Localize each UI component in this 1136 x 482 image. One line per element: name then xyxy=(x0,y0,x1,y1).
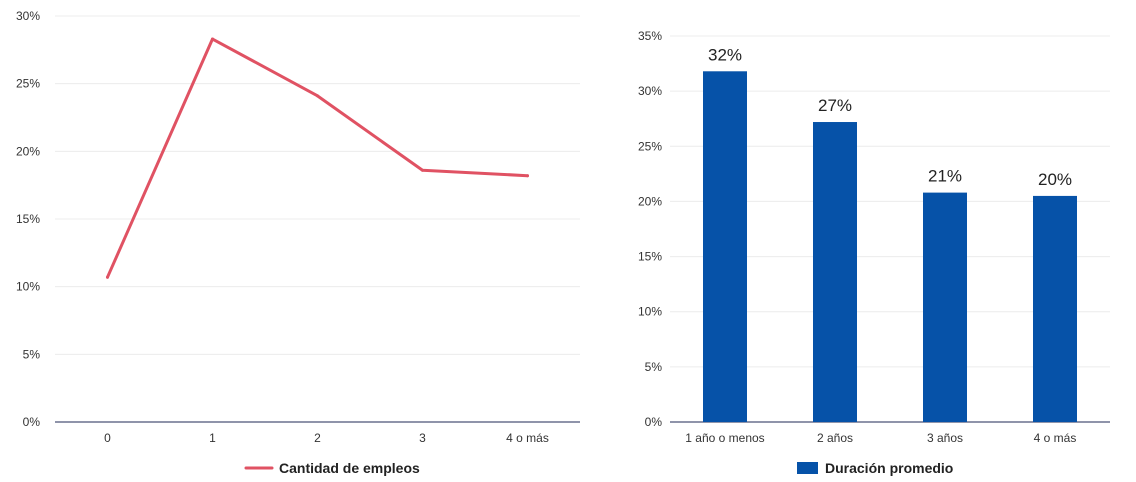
bar xyxy=(1033,195,1077,422)
bar-data-label: 27% xyxy=(818,96,852,115)
bar-data-label: 21% xyxy=(928,167,962,186)
x-tick-label: 3 xyxy=(419,431,426,445)
y-tick-label: 25% xyxy=(638,139,662,153)
bar-data-label: 32% xyxy=(708,45,742,64)
y-tick-label: 5% xyxy=(645,360,663,374)
y-tick-label: 10% xyxy=(16,280,40,294)
bar xyxy=(703,71,747,422)
x-tick-label: 4 o más xyxy=(1034,431,1077,445)
y-tick-label: 10% xyxy=(638,305,662,319)
y-tick-label: 0% xyxy=(23,415,41,429)
legend-swatch xyxy=(797,462,818,474)
data-point xyxy=(316,94,319,98)
data-point xyxy=(421,168,424,172)
y-tick-label: 15% xyxy=(638,250,662,264)
x-tick-label: 4 o más xyxy=(506,431,549,445)
series-line xyxy=(106,37,529,279)
x-tick-label: 1 xyxy=(209,431,216,445)
bar xyxy=(813,122,857,422)
x-tick-label: 3 años xyxy=(927,431,963,445)
x-tick-label: 2 años xyxy=(817,431,853,445)
y-tick-label: 30% xyxy=(638,84,662,98)
y-tick-label: 15% xyxy=(16,212,40,226)
bar-chart: 0% 5% 10% 15% 20% 25% 30% 35% 32% 1 año o menos 27… xyxy=(638,29,1110,476)
data-point xyxy=(106,275,109,279)
x-tick-label: 2 xyxy=(314,431,321,445)
x-tick-label: 1 año o menos xyxy=(685,431,764,445)
bar xyxy=(923,192,967,422)
data-point xyxy=(211,37,214,41)
y-tick-label: 30% xyxy=(16,9,40,23)
y-tick-label: 20% xyxy=(638,194,662,208)
x-tick-label: 0 xyxy=(104,431,111,445)
y-tick-label: 25% xyxy=(16,77,40,91)
bar-data-label: 20% xyxy=(1038,170,1072,189)
legend-label: Cantidad de empleos xyxy=(279,460,420,476)
legend-label: Duración promedio xyxy=(825,460,953,476)
y-tick-label: 5% xyxy=(23,347,41,361)
y-tick-label: 35% xyxy=(638,29,662,43)
line-chart: 0% 5% 10% 15% 20% 25% 30% 0 1 2 3 4 o más Cantidad d… xyxy=(16,9,580,476)
y-tick-label: 0% xyxy=(645,415,663,429)
y-tick-label: 20% xyxy=(16,144,40,158)
data-point xyxy=(526,174,529,178)
